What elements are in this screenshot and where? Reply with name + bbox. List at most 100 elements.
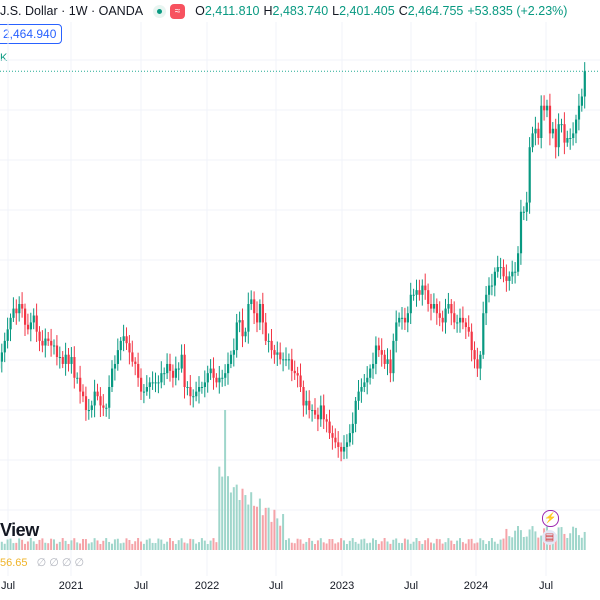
- volume-bar: [325, 543, 328, 550]
- candle-body: [438, 313, 441, 318]
- volume-bar: [119, 543, 122, 550]
- candle-body: [250, 299, 253, 304]
- ohlc-value: 2,411.810: [204, 4, 260, 18]
- candle-body: [551, 128, 554, 134]
- candle-body: [93, 391, 96, 406]
- volume-bar: [183, 542, 186, 550]
- candle-body: [531, 133, 534, 148]
- candle-body: [316, 414, 320, 420]
- price-chart[interactable]: [0, 0, 600, 576]
- volume-bar: [311, 540, 314, 550]
- candle-body: [403, 317, 407, 323]
- x-tick-label: Jul: [0, 580, 16, 592]
- volume-bar: [447, 538, 450, 550]
- us-flag-icon[interactable]: ▤: [542, 530, 557, 545]
- volume-bar: [276, 518, 279, 550]
- volume-bar: [517, 526, 519, 550]
- candle-body: [227, 363, 230, 374]
- candle-body: [476, 359, 479, 369]
- volume-bar: [55, 543, 58, 550]
- volume-bar: [514, 530, 517, 550]
- candle-body: [70, 357, 73, 364]
- volume-bar: [363, 538, 366, 550]
- lightning-icon[interactable]: ⚡: [542, 510, 559, 527]
- candle-body: [502, 267, 505, 277]
- candle-body: [154, 382, 157, 384]
- volume-bar: [166, 541, 169, 550]
- candle-body: [360, 387, 363, 392]
- volume-bar: [314, 543, 316, 550]
- candle-body: [171, 370, 175, 378]
- price-label[interactable]: 2,464.940: [0, 24, 63, 44]
- volume-bar: [557, 527, 560, 550]
- volume-bar: [334, 543, 337, 550]
- volume-bar: [435, 538, 438, 550]
- volume-bar: [41, 538, 44, 550]
- candle-body: [82, 391, 85, 397]
- volume-bar: [90, 542, 93, 550]
- volume-bar: [282, 514, 285, 550]
- candle-body: [90, 405, 93, 411]
- x-tick-label: 2022: [194, 580, 220, 592]
- candle-body: [354, 400, 357, 424]
- candle-body: [493, 271, 496, 286]
- candle-body: [137, 363, 140, 378]
- candle-body: [377, 345, 380, 351]
- volume-bar: [540, 535, 543, 550]
- volume-bar: [522, 536, 525, 550]
- ohlc-value: 2,483.740: [272, 4, 329, 18]
- volume-bar: [345, 543, 348, 550]
- candle-body: [15, 308, 18, 314]
- candle-body: [334, 437, 337, 443]
- volume-bar: [84, 539, 87, 550]
- volume-bar: [12, 543, 15, 550]
- volume-bar: [29, 538, 32, 550]
- candle-body: [482, 313, 485, 355]
- candle-body: [517, 253, 520, 272]
- candle-body: [548, 105, 552, 134]
- volume-bar: [235, 484, 238, 550]
- candle-body: [285, 359, 288, 361]
- symbol-title[interactable]: J.S. Dollar · 1W · OANDA: [0, 4, 144, 18]
- candle-body: [12, 308, 15, 318]
- volume-bar: [244, 495, 247, 550]
- candle-body: [519, 211, 523, 254]
- volume-bar: [218, 466, 221, 550]
- volume-bar: [444, 542, 447, 550]
- volume-bar: [279, 525, 282, 550]
- candle-body: [293, 370, 296, 374]
- volume-bar: [171, 541, 174, 550]
- candle-body: [496, 267, 499, 272]
- candle-body: [406, 313, 409, 323]
- candle-body: [279, 352, 282, 360]
- candle-body: [177, 368, 180, 370]
- candle-body: [47, 338, 50, 341]
- candle-body: [206, 373, 209, 383]
- volume-bar: [525, 536, 528, 550]
- candle-body: [96, 391, 99, 397]
- candle-body: [215, 377, 218, 383]
- candle-body: [270, 340, 273, 351]
- volume-bar: [392, 539, 395, 550]
- ohlc-key: L: [332, 4, 340, 18]
- volume-bar: [488, 541, 490, 550]
- volume-bar: [125, 538, 128, 550]
- volume-bar: [456, 540, 459, 550]
- candle-body: [26, 324, 30, 330]
- candle-body: [76, 377, 79, 379]
- candle-body: [560, 124, 563, 126]
- candle-body: [119, 340, 122, 351]
- candle-body: [534, 128, 537, 134]
- candle-body: [467, 327, 470, 332]
- volume-bar: [122, 542, 125, 550]
- volume-bar: [177, 540, 180, 550]
- volume-bar: [415, 538, 418, 550]
- candle-body: [488, 285, 491, 295]
- candle-body: [264, 322, 267, 341]
- market-badge[interactable]: ≈: [170, 3, 186, 19]
- volume-bar: [583, 531, 586, 550]
- volume-bar: [267, 507, 270, 550]
- candle-body: [142, 391, 146, 393]
- volume-bar: [470, 538, 473, 550]
- candle-body: [163, 373, 166, 375]
